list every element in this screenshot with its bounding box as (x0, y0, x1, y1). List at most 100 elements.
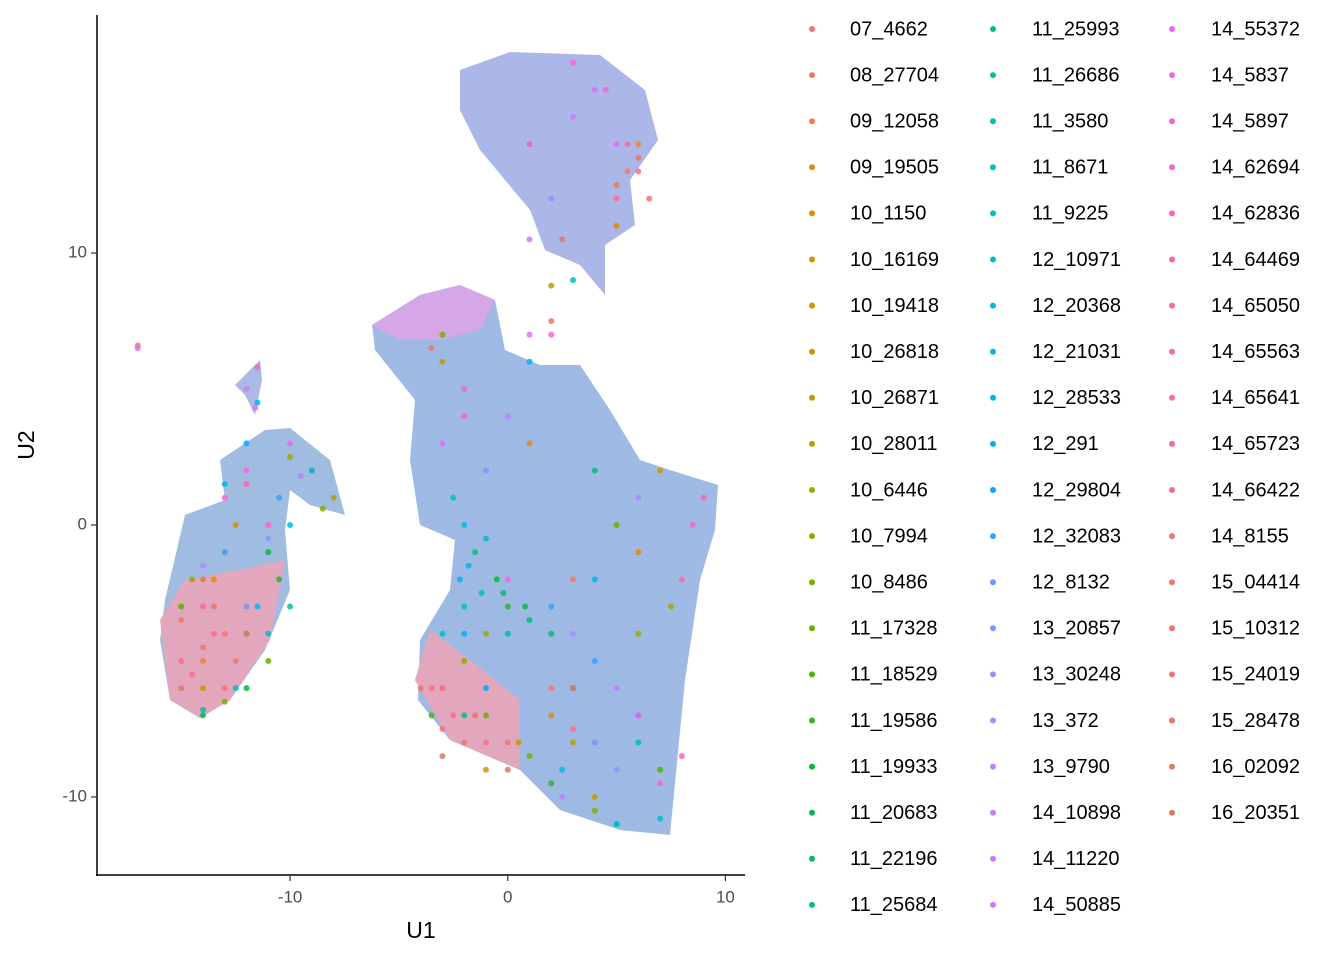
point (221, 494, 228, 501)
legend-label: 11_9225 (1032, 203, 1108, 225)
legend-swatch (990, 118, 996, 125)
legend-swatch (1169, 210, 1175, 217)
point (439, 630, 446, 637)
point (330, 494, 337, 501)
point (570, 59, 577, 66)
point (461, 657, 468, 664)
point (308, 467, 315, 474)
legend-label: 14_65723 (1211, 433, 1300, 455)
point (200, 603, 207, 610)
point (482, 739, 489, 746)
legend-label: 16_02092 (1211, 756, 1300, 778)
legend-swatch (1169, 118, 1175, 125)
legend-label: 13_9790 (1032, 756, 1110, 778)
legend-label: 14_62836 (1211, 203, 1300, 225)
legend-label: 10_26818 (850, 341, 939, 363)
point (243, 603, 250, 610)
point (591, 807, 598, 814)
legend-swatch (1169, 763, 1175, 770)
point (439, 725, 446, 732)
legend-swatch (1169, 440, 1175, 447)
point (178, 685, 185, 692)
legend-swatch (990, 72, 996, 79)
x-tick-label: 10 (716, 887, 735, 906)
point (189, 576, 196, 583)
legend-swatch (990, 671, 996, 678)
legend-swatch (809, 348, 815, 355)
legend-label: 12_291 (1032, 433, 1099, 455)
point (482, 467, 489, 474)
point (526, 440, 533, 447)
cluster-shape (372, 285, 495, 340)
legend-label: 15_10312 (1211, 618, 1300, 640)
point (526, 236, 533, 243)
point (591, 739, 598, 746)
point (526, 331, 533, 338)
point (134, 345, 141, 352)
y-tick-label: 10 (68, 242, 87, 261)
point (482, 685, 489, 692)
legend-swatch (990, 625, 996, 632)
legend-label: 14_8155 (1211, 525, 1289, 547)
legend-label: 13_30248 (1032, 664, 1121, 686)
point (461, 712, 468, 719)
point (210, 630, 217, 637)
point (504, 413, 511, 420)
point (613, 521, 620, 528)
point (657, 467, 664, 474)
legend-swatch (1169, 717, 1175, 724)
point (439, 358, 446, 365)
point (570, 725, 577, 732)
legend-label: 07_4662 (850, 18, 928, 40)
legend-label: 15_04414 (1211, 571, 1300, 593)
point (504, 739, 511, 746)
point (657, 766, 664, 773)
legend-swatch (809, 579, 815, 586)
point (591, 467, 598, 474)
point (465, 562, 472, 569)
point (591, 86, 598, 93)
legend-swatch (809, 394, 815, 401)
point (613, 222, 620, 229)
cluster-silhouettes (160, 52, 718, 835)
legend-label: 10_19418 (850, 295, 939, 317)
point (178, 603, 185, 610)
point (265, 657, 272, 664)
point (221, 481, 228, 488)
legend-label: 09_12058 (850, 110, 939, 132)
legend-label: 10_26871 (850, 387, 939, 409)
legend-swatch (809, 625, 815, 632)
legend-swatch (1169, 487, 1175, 493)
legend-label: 11_26686 (1032, 64, 1120, 86)
cluster-shape (415, 630, 520, 770)
legend-swatch (809, 671, 815, 678)
point (635, 630, 642, 637)
point (428, 345, 435, 352)
y-tick-label: 0 (78, 514, 87, 533)
point (570, 739, 577, 746)
legend-swatch (809, 210, 815, 217)
legend-swatch (1169, 256, 1175, 263)
point (221, 549, 228, 556)
legend-label: 11_20683 (850, 802, 938, 824)
legend-swatch (1169, 26, 1175, 32)
legend-label: 14_5897 (1211, 110, 1289, 132)
point (678, 576, 685, 583)
point (450, 494, 457, 501)
point (548, 630, 555, 637)
legend-label: 11_25684 (850, 894, 938, 916)
point (570, 576, 577, 583)
point (504, 766, 511, 773)
point (646, 195, 653, 202)
legend-swatch (990, 26, 996, 32)
legend-label: 12_21031 (1032, 341, 1121, 363)
legend-swatch (809, 118, 815, 125)
point (478, 589, 485, 596)
legend-swatch (809, 72, 815, 79)
legend-swatch (990, 579, 996, 586)
point (461, 385, 468, 392)
point (570, 277, 577, 284)
legend-swatch (809, 26, 815, 32)
point (456, 576, 463, 583)
